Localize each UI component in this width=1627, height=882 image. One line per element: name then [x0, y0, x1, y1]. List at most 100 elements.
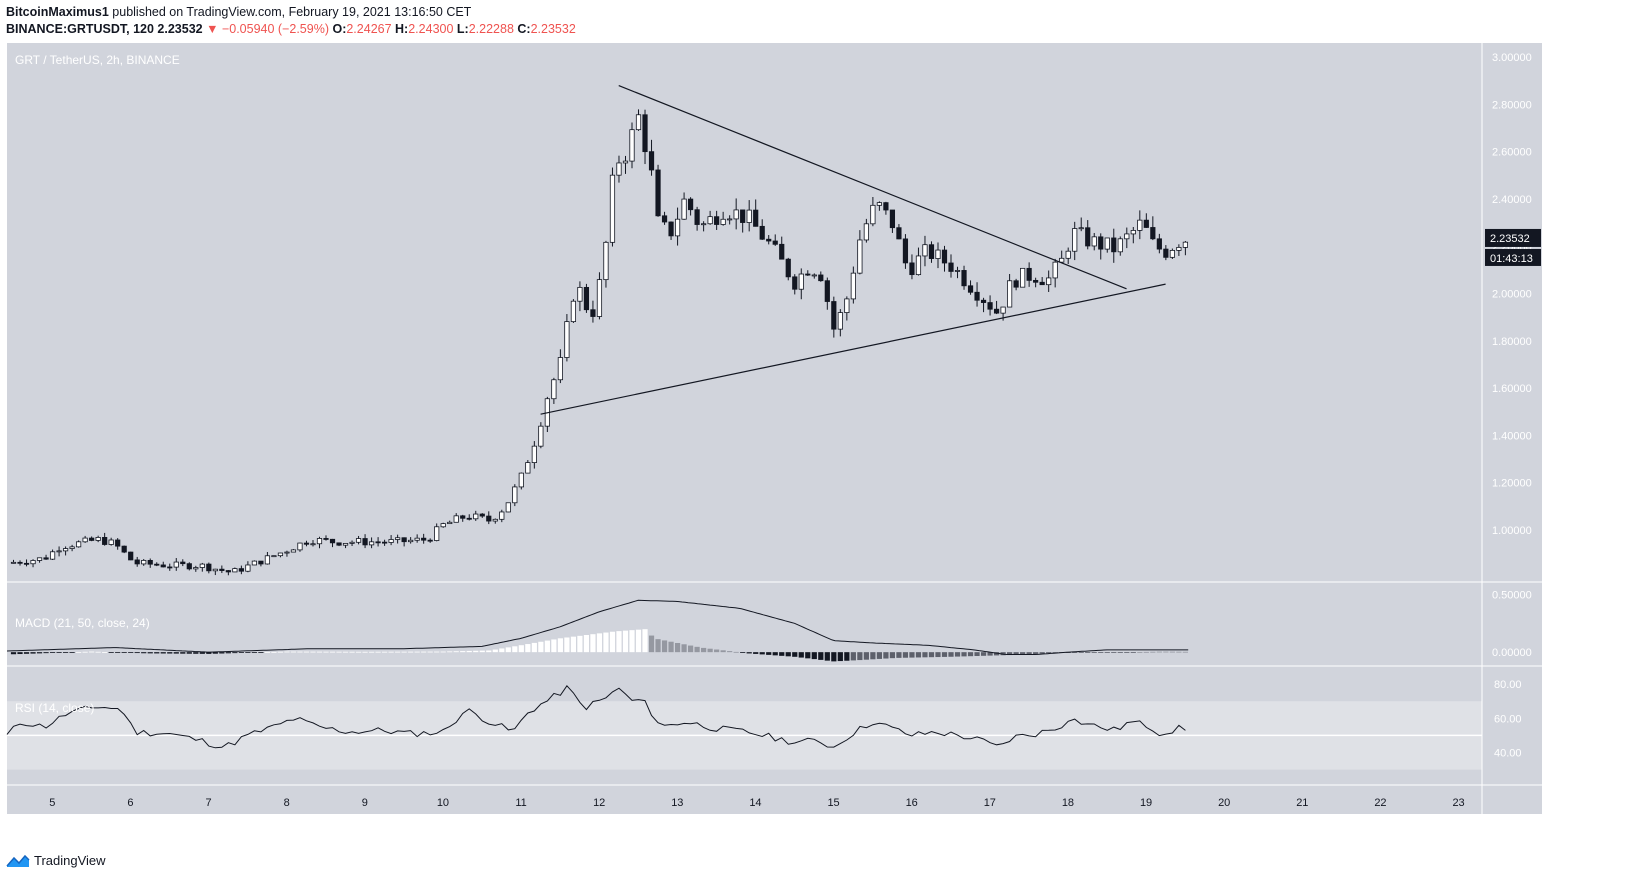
candle[interactable] [17, 560, 23, 566]
candle[interactable] [629, 122, 635, 169]
candle[interactable] [870, 197, 876, 227]
candle[interactable] [876, 201, 882, 211]
candle[interactable] [538, 422, 544, 449]
candle[interactable] [844, 296, 850, 321]
candle[interactable] [512, 484, 518, 507]
candle[interactable] [883, 201, 889, 215]
author-name[interactable]: BitcoinMaximus1 [6, 5, 109, 19]
candle[interactable] [980, 297, 987, 313]
candle[interactable] [1098, 233, 1104, 260]
candle[interactable] [642, 109, 648, 165]
candle[interactable] [746, 200, 752, 232]
candle[interactable] [258, 560, 264, 567]
candle[interactable] [329, 538, 336, 548]
candle[interactable] [323, 535, 329, 541]
candle[interactable] [89, 536, 95, 542]
candle[interactable] [779, 236, 785, 260]
candle[interactable] [661, 211, 668, 225]
candle[interactable] [95, 535, 101, 543]
candle[interactable] [1137, 210, 1143, 240]
candle[interactable] [635, 109, 642, 131]
candle[interactable] [251, 560, 257, 566]
candle[interactable] [896, 224, 902, 240]
price-pane[interactable] [10, 84, 1188, 576]
candle[interactable] [811, 273, 817, 279]
candle[interactable] [193, 565, 199, 572]
candle[interactable] [499, 509, 505, 523]
candle[interactable] [219, 565, 225, 574]
candle[interactable] [564, 314, 570, 362]
candle[interactable] [1104, 237, 1110, 253]
candle[interactable] [284, 550, 290, 557]
candle[interactable] [531, 441, 537, 469]
candle[interactable] [414, 534, 420, 543]
candle[interactable] [232, 567, 238, 573]
candle[interactable] [792, 274, 798, 295]
candle[interactable] [935, 242, 941, 269]
candle[interactable] [277, 552, 284, 558]
candle[interactable] [427, 538, 433, 543]
candle[interactable] [147, 558, 153, 568]
candle[interactable] [186, 562, 192, 571]
candle[interactable] [824, 277, 830, 310]
candle[interactable] [10, 559, 17, 564]
candle[interactable] [336, 542, 342, 547]
candle[interactable] [596, 272, 603, 320]
candle[interactable] [388, 535, 394, 546]
symbol-label[interactable]: BINANCE:GRTUSDT, 120 [6, 22, 154, 36]
candle[interactable] [492, 518, 498, 524]
candle[interactable] [297, 542, 303, 552]
candle[interactable] [889, 209, 896, 233]
candle[interactable] [434, 523, 440, 542]
candle[interactable] [948, 254, 954, 278]
candle[interactable] [857, 230, 863, 275]
candle[interactable] [134, 556, 140, 567]
candle[interactable] [1020, 267, 1026, 288]
candle[interactable] [1033, 277, 1039, 288]
candle[interactable] [1163, 245, 1169, 261]
candle[interactable] [473, 510, 479, 521]
candle[interactable] [701, 221, 707, 232]
candle[interactable] [570, 299, 577, 323]
candle[interactable] [76, 540, 82, 548]
candle[interactable] [1059, 250, 1065, 263]
candle[interactable] [577, 281, 583, 312]
candle[interactable] [23, 559, 30, 567]
candle[interactable] [401, 537, 407, 547]
candle[interactable] [1052, 258, 1058, 288]
candle[interactable] [362, 534, 368, 549]
candle[interactable] [1143, 213, 1149, 228]
candle[interactable] [173, 558, 179, 571]
candle[interactable] [922, 235, 928, 267]
candle[interactable] [798, 268, 804, 300]
candle[interactable] [154, 562, 160, 567]
candle[interactable] [36, 557, 43, 563]
candle[interactable] [1130, 227, 1136, 244]
candle[interactable] [128, 551, 134, 561]
trendline[interactable] [540, 283, 1166, 415]
candle[interactable] [505, 502, 511, 513]
candle[interactable] [674, 207, 681, 246]
candle[interactable] [453, 513, 459, 523]
candle[interactable] [271, 555, 277, 558]
candle[interactable] [310, 540, 316, 547]
candle[interactable] [648, 139, 655, 176]
candle[interactable] [1085, 220, 1091, 250]
candle[interactable] [108, 537, 114, 546]
candle[interactable] [49, 549, 56, 560]
candle[interactable] [694, 206, 700, 231]
candle[interactable] [785, 257, 791, 281]
candle[interactable] [212, 568, 218, 576]
candle[interactable] [1046, 270, 1052, 292]
candle[interactable] [831, 296, 837, 338]
candle[interactable] [714, 210, 720, 230]
rsi-pane[interactable] [6, 684, 1482, 770]
candle[interactable] [30, 559, 36, 568]
candle[interactable] [102, 532, 108, 546]
candle[interactable] [603, 240, 609, 288]
candle[interactable] [408, 537, 414, 544]
candle[interactable] [421, 533, 427, 544]
candle[interactable] [1117, 236, 1123, 256]
candle[interactable] [687, 197, 694, 216]
